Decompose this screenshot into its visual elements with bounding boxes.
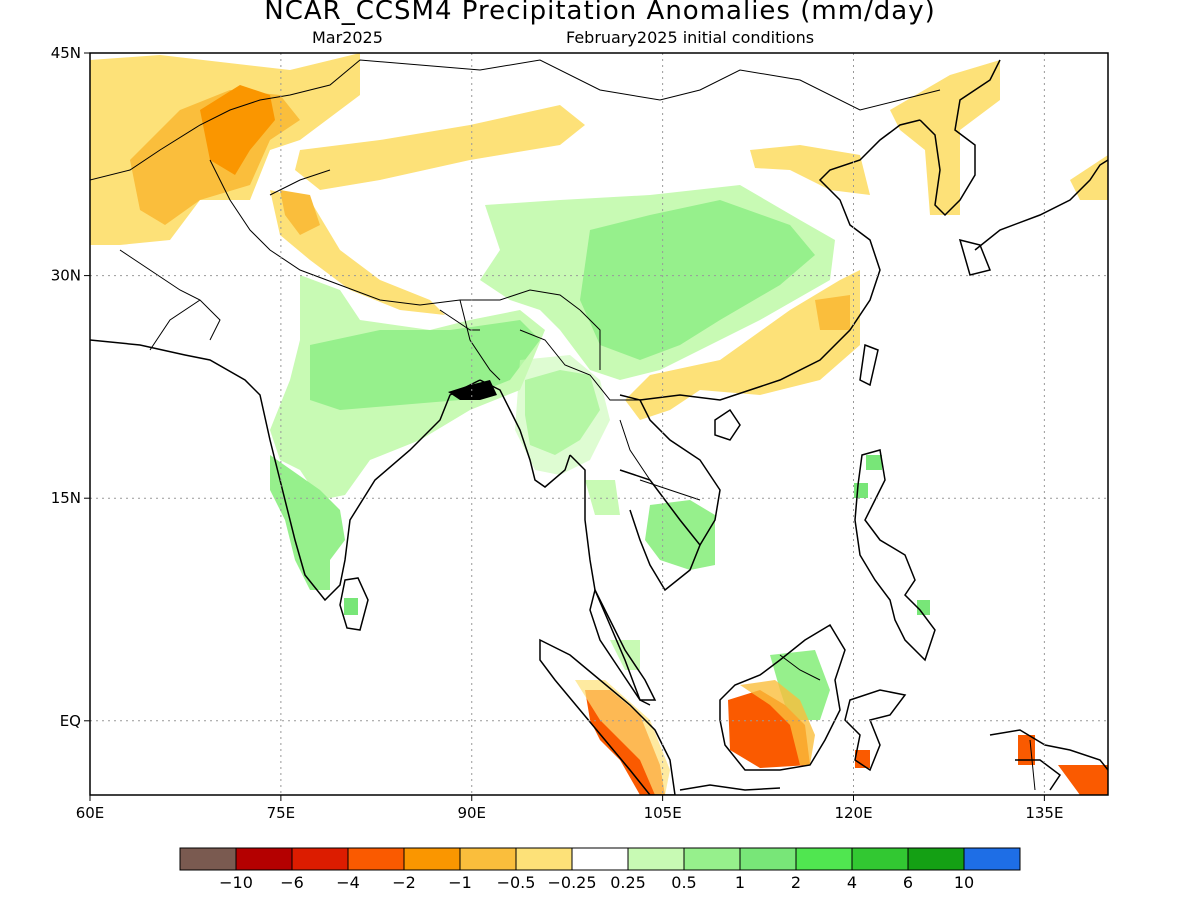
anomaly-area-sri-lanka: [344, 598, 358, 615]
colorbar-label: −1: [448, 873, 472, 892]
colorbar-swatch: [907, 847, 965, 871]
anomaly-area-south-china-wet: [580, 200, 815, 360]
colorbar-swatch: [291, 847, 349, 871]
anomaly-area-new-guinea: [1058, 765, 1108, 795]
delta-coastline-detail: [448, 380, 497, 400]
anomaly-area-cambodia: [645, 500, 715, 570]
colorbar-swatch: [627, 847, 685, 871]
anomaly-area-philippines-2: [854, 483, 868, 498]
colorbar: −10 −6 −4 −2 −1 −0.5 −0.25 0.25 0.5 1 2 4 6 10: [179, 847, 1021, 892]
anomaly-area-borneo-edge: [740, 680, 815, 765]
colorbar-swatch: [403, 847, 461, 871]
anomaly-area-tarim-band: [295, 105, 585, 190]
lon-tick-label: 135E: [1025, 804, 1063, 822]
anomaly-area-southern-india: [270, 455, 345, 590]
lat-tick-label: EQ: [60, 712, 81, 730]
country-borders: [90, 59, 1036, 791]
colorbar-label: 2: [791, 873, 801, 892]
anomaly-area-north-china-dry: [750, 145, 870, 195]
lon-tick-label: 105E: [644, 804, 682, 822]
colorbar-label: −0.25: [547, 873, 596, 892]
colorbar-swatch: [347, 847, 405, 871]
colorbar-label: −6: [280, 873, 304, 892]
lat-tick-label: 30N: [51, 267, 81, 285]
colorbar-label: 4: [847, 873, 857, 892]
colorbar-label: 10: [954, 873, 974, 892]
chart-title: NCAR_CCSM4 Precipitation Anomalies (mm/d…: [264, 0, 936, 26]
initial-conditions: February2025 initial conditions: [566, 28, 815, 47]
anomaly-area-korea: [890, 60, 1000, 215]
lon-tick-label: 75E: [267, 804, 296, 822]
anomaly-area-kashmir: [280, 190, 320, 235]
plot-frame: [89, 52, 1109, 796]
anomaly-area-sulawesi: [855, 750, 870, 768]
colorbar-swatch: [515, 847, 573, 871]
lat-tick-labels: 45N 30N 15N EQ: [51, 44, 90, 730]
colorbar-swatch: [739, 847, 797, 871]
colorbar-swatch: [235, 847, 293, 871]
lon-tick-label: 120E: [834, 804, 872, 822]
anomaly-area-southeast-china-core: [815, 295, 850, 330]
lat-tick-label: 15N: [51, 489, 81, 507]
colorbar-label: −4: [336, 873, 360, 892]
anomaly-area-myanmar-outer: [515, 355, 610, 475]
lon-tick-label: 60E: [76, 804, 105, 822]
colorbar-swatch: [571, 847, 629, 871]
colorbar-swatch: [851, 847, 909, 871]
anomaly-area-thailand: [585, 480, 620, 515]
anomaly-area-southeast-china: [625, 270, 860, 420]
colorbar-label: 1: [735, 873, 745, 892]
anomaly-fields: [90, 53, 1108, 795]
anomaly-area-mindanao: [917, 600, 930, 615]
graticule: [90, 53, 1108, 795]
anomaly-area-karakoram: [200, 85, 275, 175]
coastlines: [90, 59, 1108, 795]
lat-tick-label: 45N: [51, 44, 81, 62]
lon-tick-labels: 60E 75E 90E 105E 120E 135E: [76, 795, 1063, 822]
colorbar-label: −10: [219, 873, 253, 892]
colorbar-label: −2: [392, 873, 416, 892]
colorbar-label: −0.5: [497, 873, 536, 892]
colorbar-swatch: [179, 847, 237, 871]
anomaly-area-philippines-1: [866, 455, 882, 470]
colorbar-swatch: [683, 847, 741, 871]
colorbar-label: 0.5: [671, 873, 696, 892]
colorbar-swatch: [795, 847, 853, 871]
colorbar-label: 6: [903, 873, 913, 892]
anomaly-area-sumatra-edge: [575, 680, 670, 795]
forecast-month: Mar2025: [312, 28, 383, 47]
colorbar-swatch: [459, 847, 517, 871]
lon-tick-label: 90E: [457, 804, 486, 822]
colorbar-label: 0.25: [610, 873, 646, 892]
colorbar-swatch: [963, 847, 1021, 871]
